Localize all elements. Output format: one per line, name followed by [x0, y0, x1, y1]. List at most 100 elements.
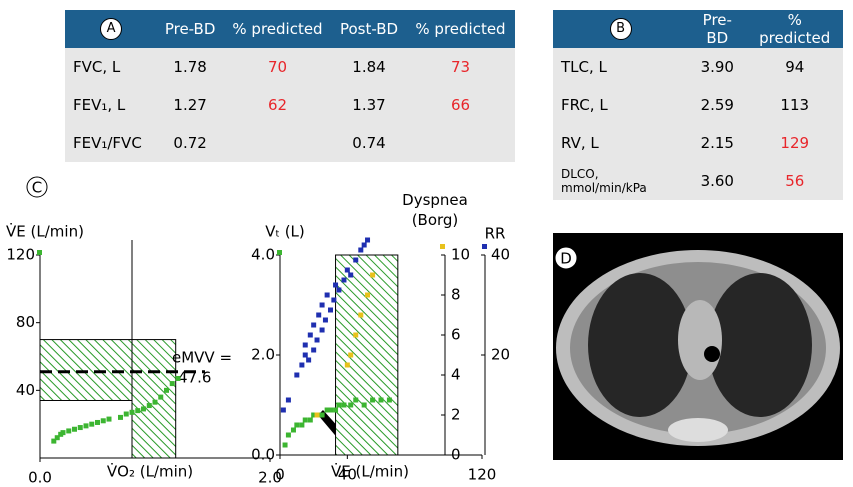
- point: [153, 400, 158, 405]
- y-tick-label: 4.0: [251, 246, 275, 264]
- point: [353, 398, 358, 403]
- point: [294, 423, 299, 428]
- ct-image: [553, 233, 843, 460]
- point: [118, 415, 123, 420]
- point: [286, 433, 291, 438]
- y-axis-label: Vₜ (L): [265, 223, 305, 241]
- point: [353, 258, 358, 263]
- point: [281, 408, 286, 413]
- point: [387, 398, 392, 403]
- point: [336, 403, 341, 408]
- hatched-box: [132, 340, 176, 458]
- point: [135, 408, 140, 413]
- charts: C D 0.02.04080120eMVV =47.6V̇O₂ (L/min)V…: [0, 0, 853, 487]
- point: [333, 408, 338, 413]
- y-tick-label: 20: [491, 346, 510, 364]
- point: [370, 398, 375, 403]
- point: [362, 243, 367, 248]
- y-tick-label: 40: [491, 246, 510, 264]
- point: [308, 418, 313, 423]
- point: [130, 410, 135, 415]
- point: [341, 278, 346, 283]
- point: [353, 333, 358, 338]
- point: [331, 298, 336, 303]
- point: [362, 403, 367, 408]
- legend-marker: [37, 250, 42, 255]
- y-tick-label: 80: [16, 313, 35, 331]
- point: [370, 273, 375, 278]
- y-tick-label: 2: [451, 406, 461, 424]
- point: [328, 408, 333, 413]
- point: [61, 430, 66, 435]
- point: [341, 403, 346, 408]
- point: [147, 403, 152, 408]
- point: [333, 283, 338, 288]
- point: [358, 248, 363, 253]
- point: [379, 398, 384, 403]
- x-axis-label: V̇O₂ (L/min): [107, 462, 193, 481]
- y-tick-label: 2.0: [251, 346, 275, 364]
- y-axis-label: V̇E (L/min): [6, 222, 84, 241]
- point: [320, 303, 325, 308]
- x-tick-label: 120: [468, 466, 497, 484]
- x-tick-label: 0: [275, 466, 285, 484]
- point: [101, 418, 106, 423]
- point: [325, 293, 330, 298]
- point: [328, 308, 333, 313]
- point: [320, 328, 325, 333]
- point: [164, 388, 169, 393]
- point: [315, 413, 320, 418]
- point: [365, 238, 370, 243]
- legend-marker: [440, 244, 445, 249]
- y2-axis-label: Dyspnea(Borg): [402, 191, 468, 229]
- point: [299, 423, 304, 428]
- point: [303, 343, 308, 348]
- point: [286, 398, 291, 403]
- point: [124, 412, 129, 417]
- point: [283, 443, 288, 448]
- point: [311, 323, 316, 328]
- point: [170, 381, 175, 386]
- point: [141, 406, 146, 411]
- page: APre-BD% predictedPost-BD% predictedFVC,…: [0, 0, 853, 487]
- y-tick-label: 0.0: [251, 446, 275, 464]
- point: [66, 428, 71, 433]
- y-tick-label: 8: [451, 286, 461, 304]
- point: [348, 273, 353, 278]
- y-tick-label: 120: [6, 246, 35, 264]
- point: [323, 318, 328, 323]
- point: [315, 338, 320, 343]
- x-axis-label: V̇E (L/min): [331, 462, 409, 481]
- point: [176, 376, 181, 381]
- point: [294, 373, 299, 378]
- point: [316, 313, 321, 318]
- point: [89, 422, 94, 427]
- point: [306, 358, 311, 363]
- y3-axis-label: RR: [485, 225, 506, 243]
- point: [345, 268, 350, 273]
- point: [336, 288, 341, 293]
- panel-label: D: [560, 250, 572, 268]
- point: [365, 293, 370, 298]
- point: [107, 417, 112, 422]
- point: [95, 420, 100, 425]
- point: [78, 425, 83, 430]
- legend-marker: [277, 250, 282, 255]
- point: [303, 353, 308, 358]
- point: [291, 428, 296, 433]
- point: [303, 418, 308, 423]
- y-tick-label: 40: [16, 381, 35, 399]
- annotation: eMVV =: [172, 349, 232, 367]
- annotation: 47.6: [178, 369, 211, 387]
- y-tick-label: 0: [451, 446, 461, 464]
- point: [348, 403, 353, 408]
- y-tick-label: 6: [451, 326, 461, 344]
- hatched-box: [40, 340, 132, 401]
- point: [358, 313, 363, 318]
- point: [158, 395, 163, 400]
- point: [320, 413, 325, 418]
- x-tick-label: 0.0: [28, 469, 52, 487]
- panel-label: C: [32, 179, 42, 197]
- point: [299, 363, 304, 368]
- y-tick-label: 4: [451, 366, 461, 384]
